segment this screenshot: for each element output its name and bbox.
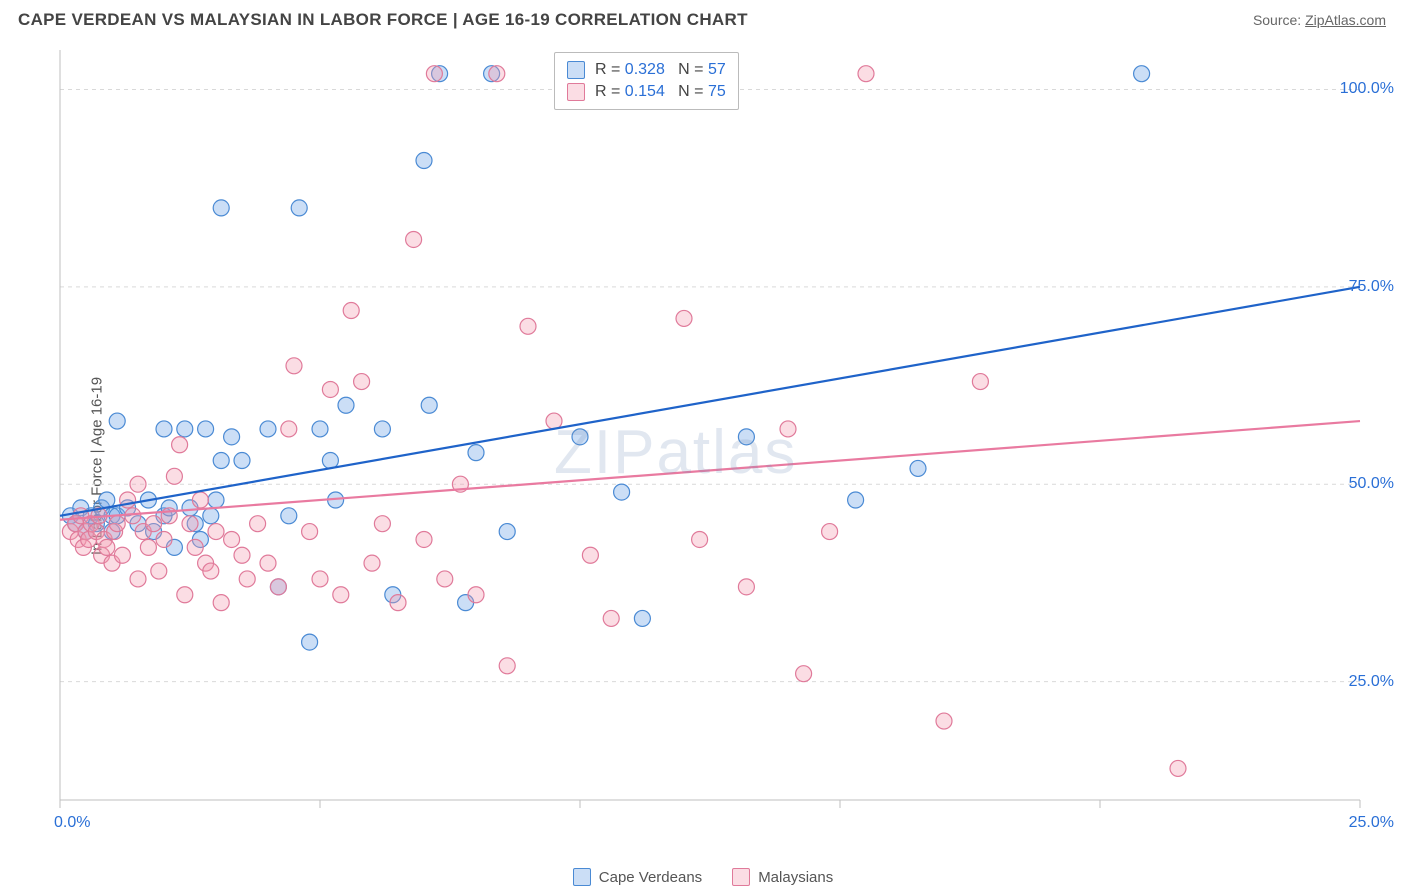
legend-swatch <box>567 83 585 101</box>
chart-title: CAPE VERDEAN VS MALAYSIAN IN LABOR FORCE… <box>18 10 748 30</box>
source-link[interactable]: ZipAtlas.com <box>1305 12 1386 28</box>
scatter-plot <box>50 40 1390 850</box>
chart-area: In Labor Force | Age 16-19 ZIPatlas R = … <box>0 40 1406 892</box>
source-prefix: Source: <box>1253 12 1305 28</box>
x-max-label: 25.0% <box>1349 814 1394 832</box>
stats-legend: R = 0.328 N = 57 R = 0.154 N = 75 <box>554 52 739 110</box>
legend-item: Cape Verdeans <box>573 868 702 886</box>
y-tick-label: 25.0% <box>1349 673 1394 691</box>
legend-label: Cape Verdeans <box>599 869 702 886</box>
series-legend: Cape Verdeans Malaysians <box>0 868 1406 886</box>
stats-text: R = 0.154 N = 75 <box>595 83 726 101</box>
stats-legend-row: R = 0.328 N = 57 <box>567 59 726 81</box>
y-tick-label: 50.0% <box>1349 475 1394 493</box>
legend-swatch <box>573 868 591 886</box>
stats-text: R = 0.328 N = 57 <box>595 61 726 79</box>
chart-header: CAPE VERDEAN VS MALAYSIAN IN LABOR FORCE… <box>0 0 1406 36</box>
y-tick-label: 100.0% <box>1340 80 1394 98</box>
legend-swatch <box>732 868 750 886</box>
x-min-label: 0.0% <box>54 814 90 832</box>
legend-swatch <box>567 61 585 79</box>
stats-legend-row: R = 0.154 N = 75 <box>567 81 726 103</box>
legend-item: Malaysians <box>732 868 833 886</box>
y-tick-label: 75.0% <box>1349 278 1394 296</box>
legend-label: Malaysians <box>758 869 833 886</box>
chart-source: Source: ZipAtlas.com <box>1253 12 1386 28</box>
